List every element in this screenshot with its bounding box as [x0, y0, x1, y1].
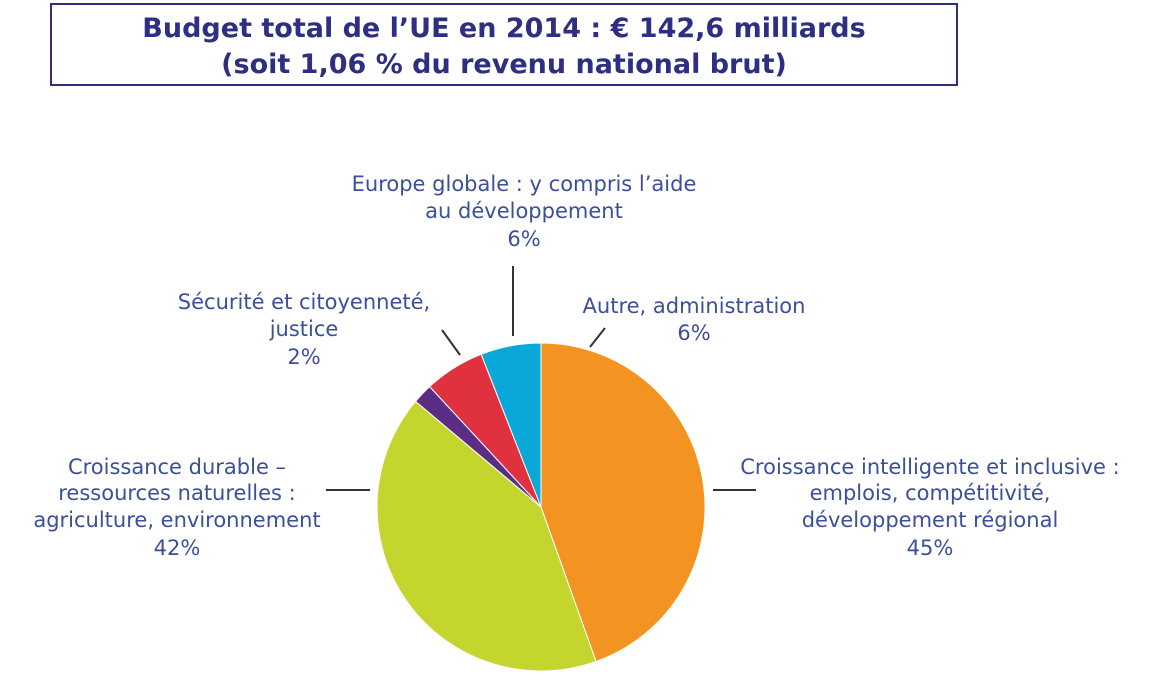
- chart-title: Budget total de l’UE en 2014 : € 142,6 m…: [50, 3, 958, 86]
- slice-label-1-line-2: agriculture, environnement: [33, 508, 320, 532]
- slice-value-label-2: 2%: [287, 345, 320, 369]
- title-line-1: Budget total de l’UE en 2014 : € 142,6 m…: [142, 13, 866, 44]
- slice-label-2-line-0: Sécurité et citoyenneté,: [178, 290, 430, 314]
- pie-slice-1: [376, 400, 597, 672]
- slice-label-0-line-0: Croissance intelligente et inclusive :: [740, 455, 1119, 479]
- pie-slice-0: [540, 342, 706, 663]
- slice-value-label-4: 6%: [677, 321, 710, 345]
- slice-value-label-1: 42%: [154, 536, 201, 560]
- slice-value-label-0: 45%: [907, 536, 954, 560]
- pie-slice-4: [480, 342, 542, 508]
- slice-label-3-line-0: Europe globale : y compris l’aide: [352, 172, 697, 196]
- slice-label-1-line-1: ressources naturelles :: [58, 481, 295, 505]
- leader-line-2: [441, 329, 461, 356]
- slice-label-3-line-1: au développement: [425, 199, 623, 223]
- slice-label-0-line-2: développement régional: [802, 508, 1059, 532]
- slice-label-4-line-0: Autre, administration: [583, 294, 806, 318]
- leader-line-4: [589, 327, 606, 348]
- slice-label-2-line-1: justice: [269, 317, 339, 341]
- slice-label-1-line-0: Croissance durable –: [68, 455, 286, 479]
- title-line-2: (soit 1,06 % du revenu national brut): [221, 49, 787, 80]
- slice-label-0-line-1: emplois, compétitivité,: [810, 481, 1051, 505]
- slice-value-label-3: 6%: [507, 227, 540, 251]
